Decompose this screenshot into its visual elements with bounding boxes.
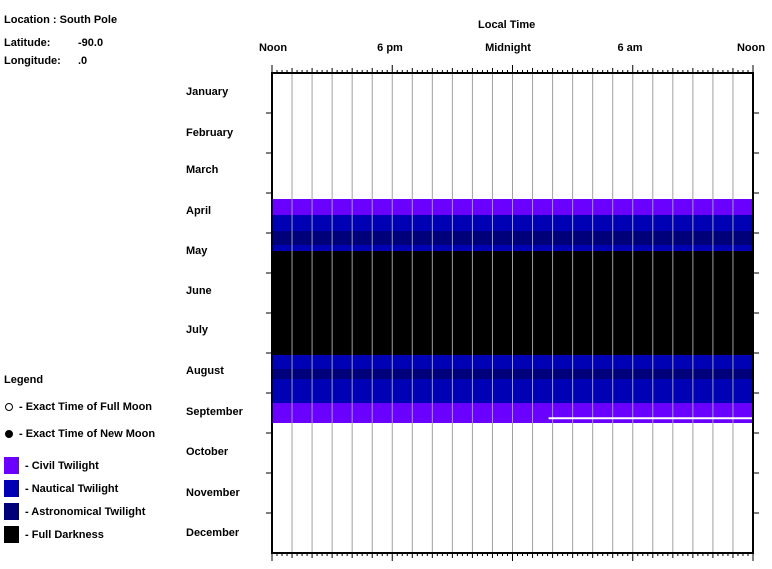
- open-circle-icon: [5, 403, 13, 411]
- filled-circle-icon: [5, 430, 13, 438]
- legend-item-darkness: - Full Darkness: [4, 526, 104, 543]
- x-tick-label: Noon: [258, 42, 288, 54]
- month-label: May: [186, 245, 208, 257]
- month-label: July: [186, 324, 209, 336]
- chart-title: Local Time: [478, 19, 536, 31]
- legend-swatch: [4, 526, 19, 543]
- month-label: February: [186, 127, 234, 139]
- legend-item-nautical: - Nautical Twilight: [4, 480, 118, 497]
- location-value: South Pole: [59, 14, 118, 26]
- grid-layer: [266, 73, 759, 553]
- legend-item-full-moon: - Exact Time of Full Moon: [4, 401, 152, 413]
- month-label: March: [186, 164, 219, 176]
- latitude-label: Latitude:: [4, 37, 51, 49]
- month-label: December: [186, 527, 240, 539]
- x-tick-label: Midnight: [485, 42, 531, 54]
- month-label: April: [186, 205, 212, 217]
- legend-item-astronomical: - Astronomical Twilight: [4, 503, 145, 520]
- legend-item-new-moon: - Exact Time of New Moon: [4, 428, 155, 440]
- location-label: Location : South Pole: [4, 14, 118, 26]
- legend-swatch: [4, 480, 19, 497]
- month-label: September: [186, 406, 243, 418]
- month-label: August: [186, 365, 224, 377]
- legend-swatch: [4, 457, 19, 474]
- month-label: June: [186, 285, 212, 297]
- month-label: November: [186, 487, 240, 499]
- month-label: October: [186, 446, 229, 458]
- longitude-label: Longitude:: [4, 55, 61, 67]
- latitude-value: -90.0: [78, 37, 104, 49]
- x-tick-label: Noon: [736, 42, 766, 54]
- longitude-value: .0: [78, 55, 88, 67]
- legend-swatch: [4, 503, 19, 520]
- x-tick-label: 6 pm: [377, 42, 403, 54]
- axes-layer: [271, 65, 754, 561]
- legend-item-civil: - Civil Twilight: [4, 457, 99, 474]
- x-tick-label: 6 am: [617, 42, 643, 54]
- legend-title: Legend: [4, 374, 44, 386]
- month-label: January: [186, 86, 229, 98]
